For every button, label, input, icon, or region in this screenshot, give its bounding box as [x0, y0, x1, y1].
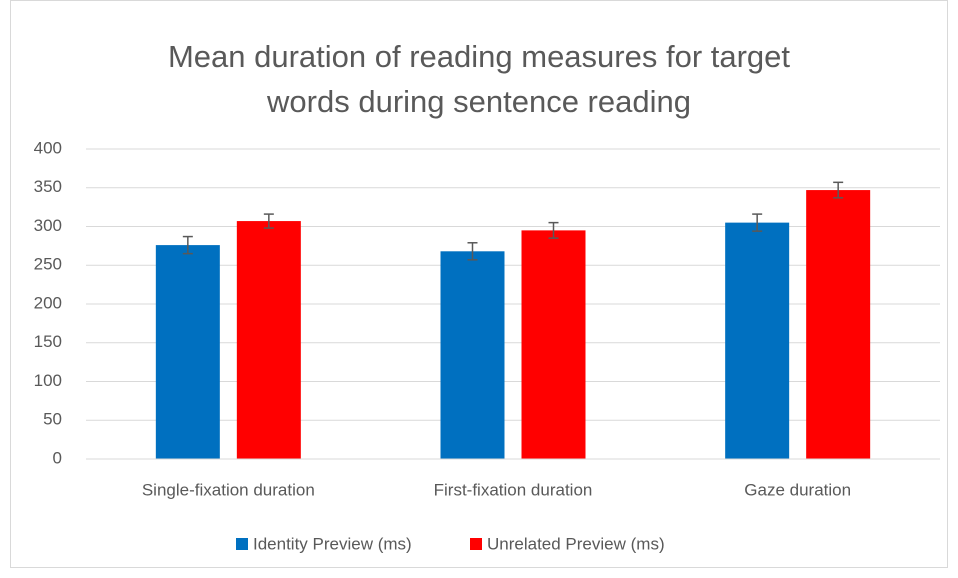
bar: [806, 190, 871, 459]
bar: [440, 251, 505, 459]
bar: [725, 222, 790, 459]
bar: [155, 245, 220, 459]
x-tick-label: First-fixation duration: [434, 480, 593, 499]
legend-swatch: [470, 538, 482, 550]
error-bar: [263, 213, 274, 229]
y-tick-label: 400: [34, 138, 62, 157]
error-bar: [182, 235, 193, 255]
y-tick-label: 50: [43, 410, 62, 429]
error-bar: [752, 213, 763, 232]
x-tick-label: Single-fixation duration: [142, 480, 315, 499]
legend-label: Identity Preview (ms): [253, 534, 412, 553]
y-tick-label: 200: [34, 293, 62, 312]
legend-swatch: [236, 538, 248, 550]
bar: [521, 230, 586, 459]
y-tick-label: 300: [34, 216, 62, 235]
legend-label: Unrelated Preview (ms): [487, 534, 665, 553]
y-tick-label: 350: [34, 177, 62, 196]
bar: [236, 221, 301, 459]
y-tick-label: 100: [34, 371, 62, 390]
title-box: Mean duration of reading measures for ta…: [0, 34, 958, 124]
y-tick-label: 250: [34, 255, 62, 274]
error-bar: [548, 221, 559, 239]
error-bar: [833, 181, 844, 199]
y-tick-label: 0: [53, 448, 62, 467]
y-tick-label: 150: [34, 332, 62, 351]
chart-title: Mean duration of reading measures for ta…: [167, 39, 791, 119]
x-tick-label: Gaze duration: [744, 480, 851, 499]
error-bar: [467, 242, 478, 261]
